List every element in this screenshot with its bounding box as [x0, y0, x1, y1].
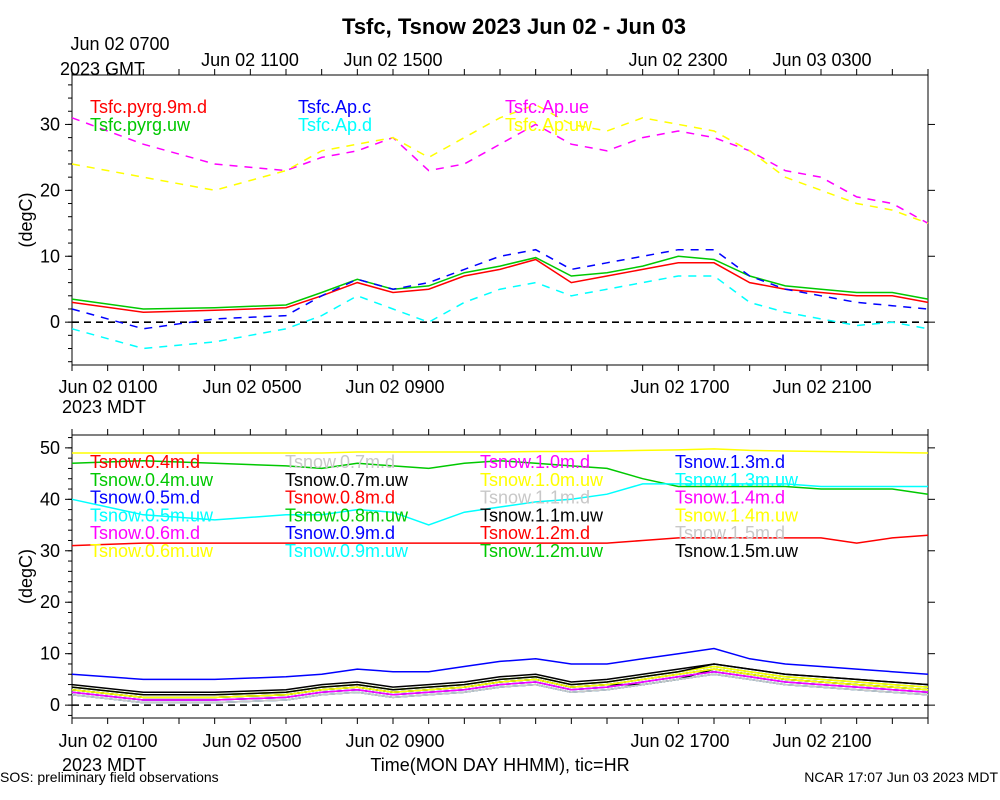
legend-entry-tsnow-0-7m-uw: Tsnow.0.7m.uw: [285, 470, 409, 490]
bottom-axis-tick-label: Jun 02 1700: [630, 731, 729, 751]
bottom-axis-tick-label: Jun 02 0500: [202, 377, 301, 397]
legend-entry-tsfc-pyrg-uw: Tsfc.pyrg.uw: [90, 115, 191, 135]
legend-entry-tsnow-0-6m-d: Tsnow.0.6m.d: [90, 523, 200, 543]
bottom-axis-tick-label: Jun 02 1700: [630, 377, 729, 397]
series-line-tsnow-1-5m-d: [71, 673, 929, 704]
footer-source-note: SOS: preliminary field observations: [0, 769, 219, 785]
y-axis-label: (degC): [16, 549, 36, 604]
series-line-tsfc-ap-uw: [71, 103, 929, 225]
legend-entry-tsfc-pyrg-9m-d: Tsfc.pyrg.9m.d: [90, 97, 207, 117]
legend-entry-tsnow-1-5m-d: Tsnow.1.5m.d: [675, 523, 785, 543]
legend-entry-tsnow-0-4m-d: Tsnow.0.4m.d: [90, 452, 200, 472]
x-axis-label: Time(MON DAY HHMM), tic=HR: [370, 755, 629, 775]
bottom-axis-tick-label: Jun 02 0900: [345, 731, 444, 751]
legend-entry-tsnow-0-4m-uw: Tsnow.0.4m.uw: [90, 470, 214, 490]
series-line-tsfc-ap-d: [71, 275, 929, 350]
legend-entry-tsnow-1-0m-uw: Tsnow.1.0m.uw: [480, 470, 604, 490]
y-tick-label: 30: [40, 541, 60, 561]
y-tick-label: 0: [50, 695, 60, 715]
legend-entry-tsnow-0-7m-d: Tsnow.0.7m.d: [285, 452, 395, 472]
legend-entry-tsnow-1-3m-uw: Tsnow.1.3m.uw: [675, 470, 799, 490]
series-line-tsnow-1-4m-uw: [71, 668, 929, 699]
legend-entry-tsnow-1-2m-d: Tsnow.1.2m.d: [480, 523, 590, 543]
legend-entry-tsnow-1-4m-uw: Tsnow.1.4m.uw: [675, 505, 799, 525]
legend-entry-tsfc-ap-c: Tsfc.Ap.c: [298, 97, 371, 117]
bottom-axis-tick-label: Jun 02 0100: [58, 731, 157, 751]
legend-entry-tsnow-1-1m-d: Tsnow.1.1m.d: [480, 488, 590, 508]
legend-entry-tsnow-1-5m-uw: Tsnow.1.5m.uw: [675, 541, 799, 561]
bottom-axis-tick-label: Jun 02 0500: [202, 731, 301, 751]
bottom-axis-tick-label: Jun 02 2100: [772, 731, 871, 751]
series-line-tsnow-0-8m-d: [71, 534, 929, 547]
series-line-tsnow-0-6m-uw: [72, 448, 929, 454]
legend-entry-tsnow-1-4m-d: Tsnow.1.4m.d: [675, 488, 785, 508]
y-tick-label: 20: [40, 592, 60, 612]
legend-entry-tsfc-ap-ue: Tsfc.Ap.ue: [505, 97, 589, 117]
series-line-tsfc-ap-ue: [71, 117, 929, 224]
top-axis-tick-label: Jun 02 1500: [343, 50, 442, 70]
legend-entry-tsnow-1-0m-d: Tsnow.1.0m.d: [480, 452, 590, 472]
series-line-tsfc-ap-c: [71, 248, 929, 330]
legend-entry-tsnow-0-9m-uw: Tsnow.0.9m.uw: [285, 541, 409, 561]
legend-entry-tsnow-1-2m-uw: Tsnow.1.2m.uw: [480, 541, 604, 561]
legend-entry-tsnow-0-8m-d: Tsnow.0.8m.d: [285, 488, 395, 508]
legend-entry-tsfc-ap-d: Tsfc.Ap.d: [298, 115, 372, 135]
y-tick-label: 0: [50, 312, 60, 332]
footer-timestamp: NCAR 17:07 Jun 03 2023 MDT: [804, 769, 998, 785]
y-tick-label: 10: [40, 246, 60, 266]
legend-entry-tsnow-1-1m-uw: Tsnow.1.1m.uw: [480, 505, 604, 525]
legend-entry-tsnow-0-5m-uw: Tsnow.0.5m.uw: [90, 505, 214, 525]
top-axis-tick-label: Jun 02 0700: [70, 34, 169, 54]
series-line-tsnow-1-5m-uw: [71, 663, 929, 696]
top-axis-tick-label: Jun 02 1100: [201, 50, 299, 70]
bottom-axis-timezone: 2023 MDT: [62, 755, 146, 775]
top-axis-tick-label: Jun 02 2300: [628, 50, 727, 70]
top-axis-tick-label: Jun 03 0300: [772, 50, 871, 70]
bottom-axis-tick-label: Jun 02 0100: [58, 377, 157, 397]
series-line-tsnow-0-5m-uw: [71, 483, 928, 526]
legend-entry-tsnow-0-5m-d: Tsnow.0.5m.d: [90, 488, 200, 508]
bottom-axis-tick-label: Jun 02 2100: [772, 377, 871, 397]
legend-entry-tsnow-0-8m-uw: Tsnow.0.8m.uw: [285, 505, 409, 525]
chart-title: Tsfc, Tsnow 2023 Jun 02 - Jun 03: [342, 14, 686, 39]
top-axis-timezone: 2023 GMT: [60, 59, 145, 79]
legend-entry-tsnow-0-9m-d: Tsnow.0.9m.d: [285, 523, 395, 543]
series-line-tsfc-pyrg-uw: [71, 255, 929, 310]
y-axis-label: (degC): [16, 192, 36, 247]
y-tick-label: 10: [40, 644, 60, 664]
legend-entry-tsfc-ap-uw: Tsfc.Ap.uw: [505, 115, 593, 135]
y-tick-label: 40: [40, 489, 60, 509]
y-tick-label: 20: [40, 180, 60, 200]
series-line-tsnow-1-4m-d: [71, 670, 929, 701]
bottom-axis-tick-label: Jun 02 0900: [345, 377, 444, 397]
y-tick-label: 50: [40, 438, 60, 458]
series-line-tsnow-0-5m-d: [71, 647, 929, 681]
series-line-tsfc-pyrg-9m-d: [71, 258, 929, 314]
legend-entry-tsnow-0-6m-uw: Tsnow.0.6m.uw: [90, 541, 214, 561]
bottom-axis-timezone: 2023 MDT: [62, 397, 146, 417]
series-line-tsnow-0-4m-uw: [71, 459, 929, 495]
legend-entry-tsnow-1-3m-d: Tsnow.1.3m.d: [675, 452, 785, 472]
y-tick-label: 30: [40, 114, 60, 134]
